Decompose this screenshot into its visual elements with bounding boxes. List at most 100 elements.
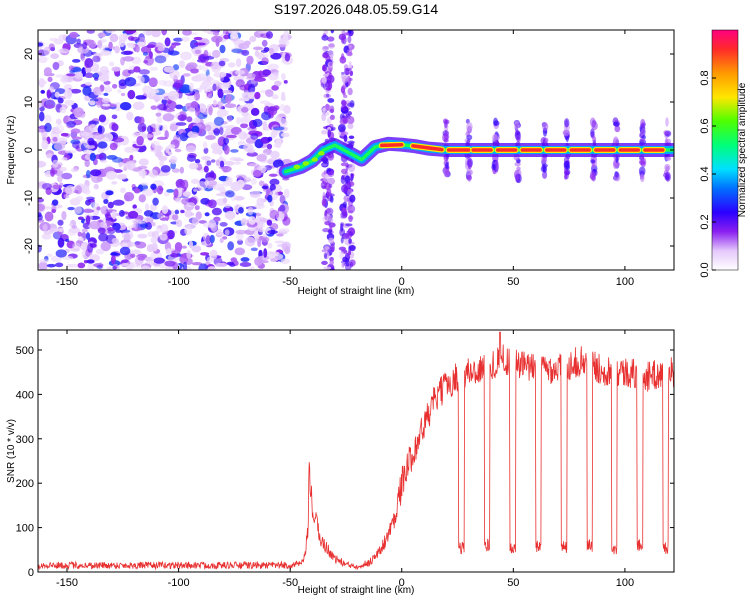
noise-blob (127, 89, 136, 100)
noise-blob (41, 183, 53, 190)
noise-blob (42, 224, 48, 232)
snr-y-label: SNR (10 * v/v) (6, 419, 17, 483)
y-tick-label: 100 (16, 523, 34, 535)
noise-blob (180, 51, 192, 61)
noise-blob (111, 83, 118, 89)
noise-blob (240, 217, 248, 226)
burst-blob (443, 133, 450, 140)
noise-blob (265, 126, 270, 130)
noise-blob (256, 154, 267, 162)
snr-y-ticks: 0 100 200 300 400 500 (16, 345, 674, 579)
burst-blob (467, 159, 473, 170)
streak-blob (321, 76, 327, 84)
noise-blob (234, 247, 245, 256)
noise-blob (138, 169, 147, 177)
noise-blob (181, 179, 189, 190)
noise-blob (108, 41, 113, 50)
streak-blob (342, 256, 348, 263)
burst-blob (590, 170, 595, 180)
noise-blob (231, 48, 243, 54)
noise-blob (87, 137, 95, 146)
noise-blob (280, 132, 290, 138)
noise-blob (266, 219, 273, 226)
x-tick-label: 0 (399, 577, 405, 589)
burst-blob (541, 155, 548, 163)
noise-blob (278, 228, 290, 233)
noise-blob (105, 190, 114, 196)
burst-blob (639, 155, 645, 165)
noise-blob (43, 46, 51, 56)
noise-blob (119, 246, 131, 256)
noise-blob (191, 262, 203, 266)
noise-blob (222, 236, 228, 240)
streak-blob (341, 262, 345, 268)
noise-blob (181, 245, 187, 249)
noise-blob (211, 207, 222, 216)
colorbar-ticks: 0.0 0.2 0.4 0.6 0.8 (699, 70, 716, 278)
noise-blob (124, 77, 137, 87)
noise-blob (150, 236, 158, 244)
burst-blob (639, 175, 644, 180)
noise-blob (143, 210, 154, 217)
noise-blob (86, 30, 95, 34)
streak-blob (349, 100, 355, 108)
burst-blob (613, 121, 620, 127)
noise-blob (172, 214, 179, 221)
noise-blob (239, 262, 252, 268)
streak-blob (322, 227, 330, 233)
noise-blob (186, 62, 198, 70)
noise-blob (188, 162, 199, 170)
noise-blob (53, 142, 66, 151)
noise-blob (211, 80, 220, 85)
noise-blob (257, 52, 265, 60)
burst-blob (590, 128, 595, 138)
streak-blob (348, 61, 352, 70)
noise-blob (46, 263, 56, 268)
noise-blob (110, 252, 118, 256)
colorbar-label: Normalized spectral amplitude (737, 82, 748, 217)
snr-panel: -150 -100 -50 0 50 100 0 100 200 300 400 500 Heigh… (6, 329, 675, 596)
noise-blob (215, 198, 227, 206)
noise-blob (268, 173, 278, 177)
noise-blob (64, 99, 75, 106)
noise-blob (156, 151, 163, 158)
noise-blob (70, 128, 81, 134)
noise-blob (281, 241, 291, 251)
noise-blob (269, 209, 280, 220)
streak-blob (348, 30, 352, 35)
noise-blob (221, 165, 232, 173)
x-tick-label: 100 (616, 577, 634, 589)
streak-blob (347, 49, 353, 54)
streak-blob (342, 201, 347, 208)
noise-blob (250, 132, 259, 140)
streak-blob (349, 194, 356, 203)
noise-blob (89, 152, 96, 162)
noise-blob (102, 103, 111, 107)
streak-blob (339, 56, 347, 64)
noise-blob (223, 34, 230, 40)
noise-blob (143, 59, 149, 64)
noise-blob (73, 206, 83, 214)
noise-blob (262, 233, 268, 238)
noise-blob (181, 36, 190, 42)
burst-blob (514, 130, 521, 141)
noise-blob (100, 241, 111, 252)
noise-blob (141, 125, 146, 132)
noise-blob (200, 155, 211, 161)
noise-blob (233, 158, 244, 162)
noise-blob (174, 247, 182, 254)
noise-blob (247, 91, 257, 100)
colorbar-tick-label: 0.6 (699, 118, 711, 133)
noise-blob (130, 249, 142, 255)
burst-blob (562, 129, 570, 137)
noise-blob (172, 64, 180, 71)
noise-blob (137, 233, 148, 239)
streak-blob (341, 71, 345, 76)
noise-blob (138, 158, 149, 166)
noise-blob (130, 36, 140, 42)
noise-blob (57, 219, 64, 226)
streak-blob (328, 222, 336, 228)
noise-blob (191, 217, 200, 225)
streak-blob (347, 140, 355, 144)
noise-blob (220, 72, 227, 78)
